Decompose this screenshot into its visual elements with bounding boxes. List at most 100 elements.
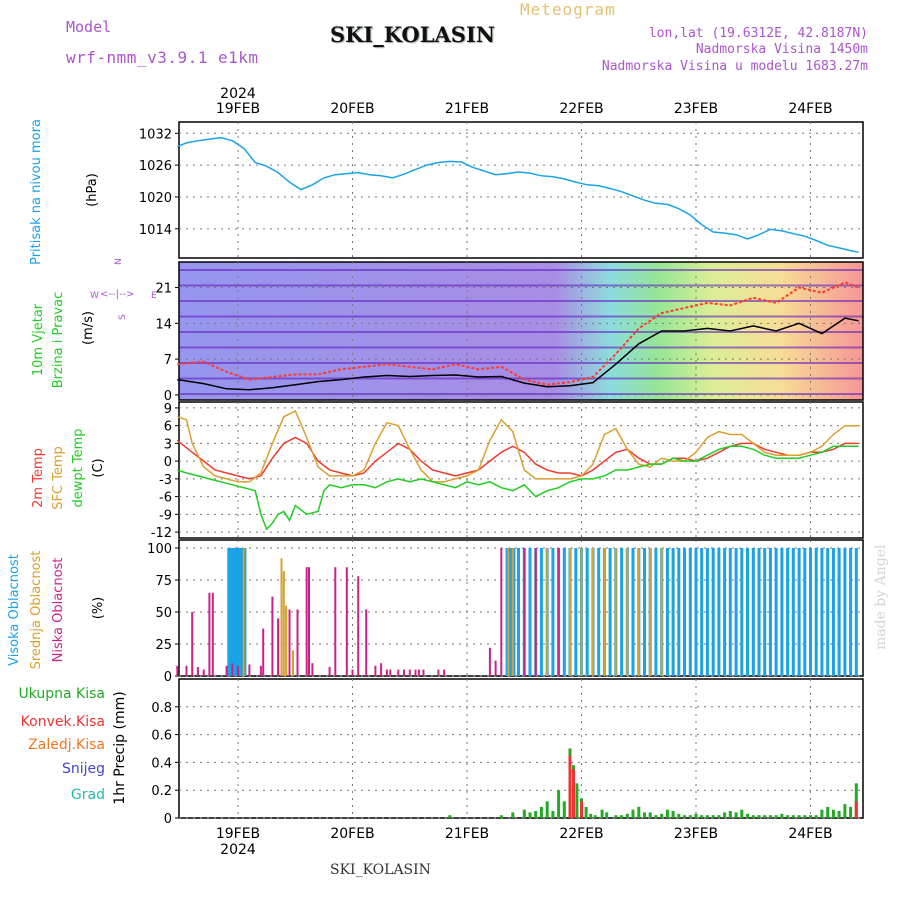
y-tick-label: 0.2 (151, 784, 172, 799)
bar-precip-0 (854, 783, 858, 819)
bar-cloud-0 (694, 548, 698, 676)
x-day-label-top: 23FEB (674, 101, 718, 117)
bar-cloud-0 (831, 548, 835, 676)
bar-precip-0 (849, 806, 853, 818)
bar-cloud-2 (417, 669, 420, 676)
bar-cloud-1 (603, 548, 606, 676)
y-tick-label: 0 (164, 670, 172, 685)
bar-cloud-0 (854, 548, 858, 676)
bar-cloud-2 (351, 669, 354, 676)
model-altitude-text: Nadmorska Visina u modelu 1683.27m (601, 59, 868, 74)
bar-cloud-2 (262, 628, 265, 676)
panel-pressure: 1014 1020 1026 1032 (139, 121, 864, 259)
pressure-axis-label: Pritisak na nivou mora (29, 119, 44, 265)
bar-cloud-0 (711, 548, 715, 676)
y-tick-label: 100 (147, 542, 172, 557)
bar-cloud-0 (803, 548, 807, 676)
x-day-label-top: 19FEB (216, 101, 260, 117)
compass-south-label: S (118, 314, 128, 320)
bar-precip-1 (568, 755, 572, 818)
bar-precip-1 (572, 769, 575, 818)
bar-precip-0 (539, 806, 543, 818)
panel-frame-wind (178, 261, 864, 401)
bar-precip-0 (660, 813, 664, 818)
series-line-pressure-0 (177, 136, 859, 253)
bar-cloud-2 (271, 596, 274, 676)
bar-precip-0 (751, 815, 755, 818)
bar-precip-0 (593, 815, 597, 818)
bar-precip-0 (694, 813, 698, 818)
y-tick-label: 21 (155, 282, 172, 297)
bar-precip-0 (809, 815, 812, 818)
bar-cloud-0 (243, 548, 247, 676)
bar-cloud-1 (511, 548, 514, 676)
y-tick-label: 75 (155, 574, 172, 589)
panel-temperature: -12 -9 -6 -3 0 3 6 9 (151, 401, 864, 541)
y-tick-label: 1026 (139, 159, 172, 174)
bar-precip-0 (826, 806, 830, 818)
bar-cloud-1 (292, 650, 294, 676)
bar-precip-0 (717, 815, 721, 818)
bar-cloud-1 (285, 605, 288, 676)
y-tick-label: -9 (159, 508, 172, 523)
bar-cloud-1 (546, 548, 549, 676)
precip-axis-label: 1hr Precip (mm) (112, 691, 128, 804)
bar-precip-0 (648, 812, 652, 818)
bar-cloud-2 (500, 548, 503, 676)
bar-cloud-0 (734, 548, 738, 676)
bar-cloud-0 (585, 548, 589, 676)
bar-cloud-0 (746, 548, 749, 676)
altitude-text: Nadmorska Visina 1450m (695, 42, 868, 57)
temp-axis-label-3: dewpt Temp (71, 428, 86, 507)
bar-cloud-2 (380, 663, 383, 676)
bar-cloud-1 (592, 548, 594, 676)
bar-cloud-2 (328, 667, 331, 676)
bar-precip-0 (499, 815, 503, 818)
y-tick-label: 1032 (139, 127, 172, 142)
bar-cloud-2 (534, 548, 537, 676)
bar-cloud-2 (414, 669, 417, 676)
bar-cloud-2 (191, 612, 194, 676)
bar-cloud-2 (259, 665, 262, 676)
panel-wind: 0 7 14 21 (155, 261, 864, 404)
bar-cloud-2 (389, 669, 392, 676)
bar-cloud-2 (523, 548, 526, 676)
bar-precip-0 (740, 809, 744, 818)
bar-cloud-0 (700, 548, 704, 676)
series-line-wind-0 (177, 317, 859, 391)
year-label-top: 2024 (220, 86, 256, 102)
bar-cloud-0 (786, 548, 790, 676)
bar-precip-0 (757, 815, 761, 818)
bar-precip-0 (448, 815, 452, 818)
y-tick-label: 9 (164, 402, 172, 417)
bar-precip-0 (791, 815, 795, 818)
bar-cloud-1 (614, 548, 617, 676)
compass-arrows: <--|--> (100, 289, 135, 300)
bar-cloud-0 (688, 548, 692, 676)
bar-precip-0 (654, 815, 658, 818)
bar-cloud-0 (597, 548, 601, 676)
bar-precip-0 (774, 815, 778, 818)
bar-precip-0 (711, 815, 715, 818)
bar-cloud-0 (574, 548, 578, 676)
bar-cloud-0 (631, 548, 635, 676)
bar-precip-0 (557, 790, 561, 818)
bar-precip-0 (665, 809, 669, 818)
bar-cloud-0 (763, 548, 767, 676)
x-day-label-bottom: 19FEB (216, 826, 260, 842)
bar-precip-0 (688, 815, 692, 818)
bar-precip-0 (614, 815, 618, 818)
x-day-label-top: 21FEB (445, 101, 489, 117)
bar-cloud-0 (814, 548, 818, 676)
bar-cloud-1 (580, 548, 583, 676)
bar-precip-0 (600, 809, 604, 818)
bar-precip-0 (631, 809, 635, 818)
bar-precip-0 (763, 815, 767, 818)
bar-cloud-2 (296, 609, 299, 676)
bar-precip-0 (837, 811, 841, 818)
bar-precip-0 (820, 809, 824, 818)
cloud-axis-label-2: Srednja Oblacnost (29, 551, 44, 670)
bar-cloud-0 (517, 548, 520, 676)
bar-precip-0 (683, 815, 686, 818)
